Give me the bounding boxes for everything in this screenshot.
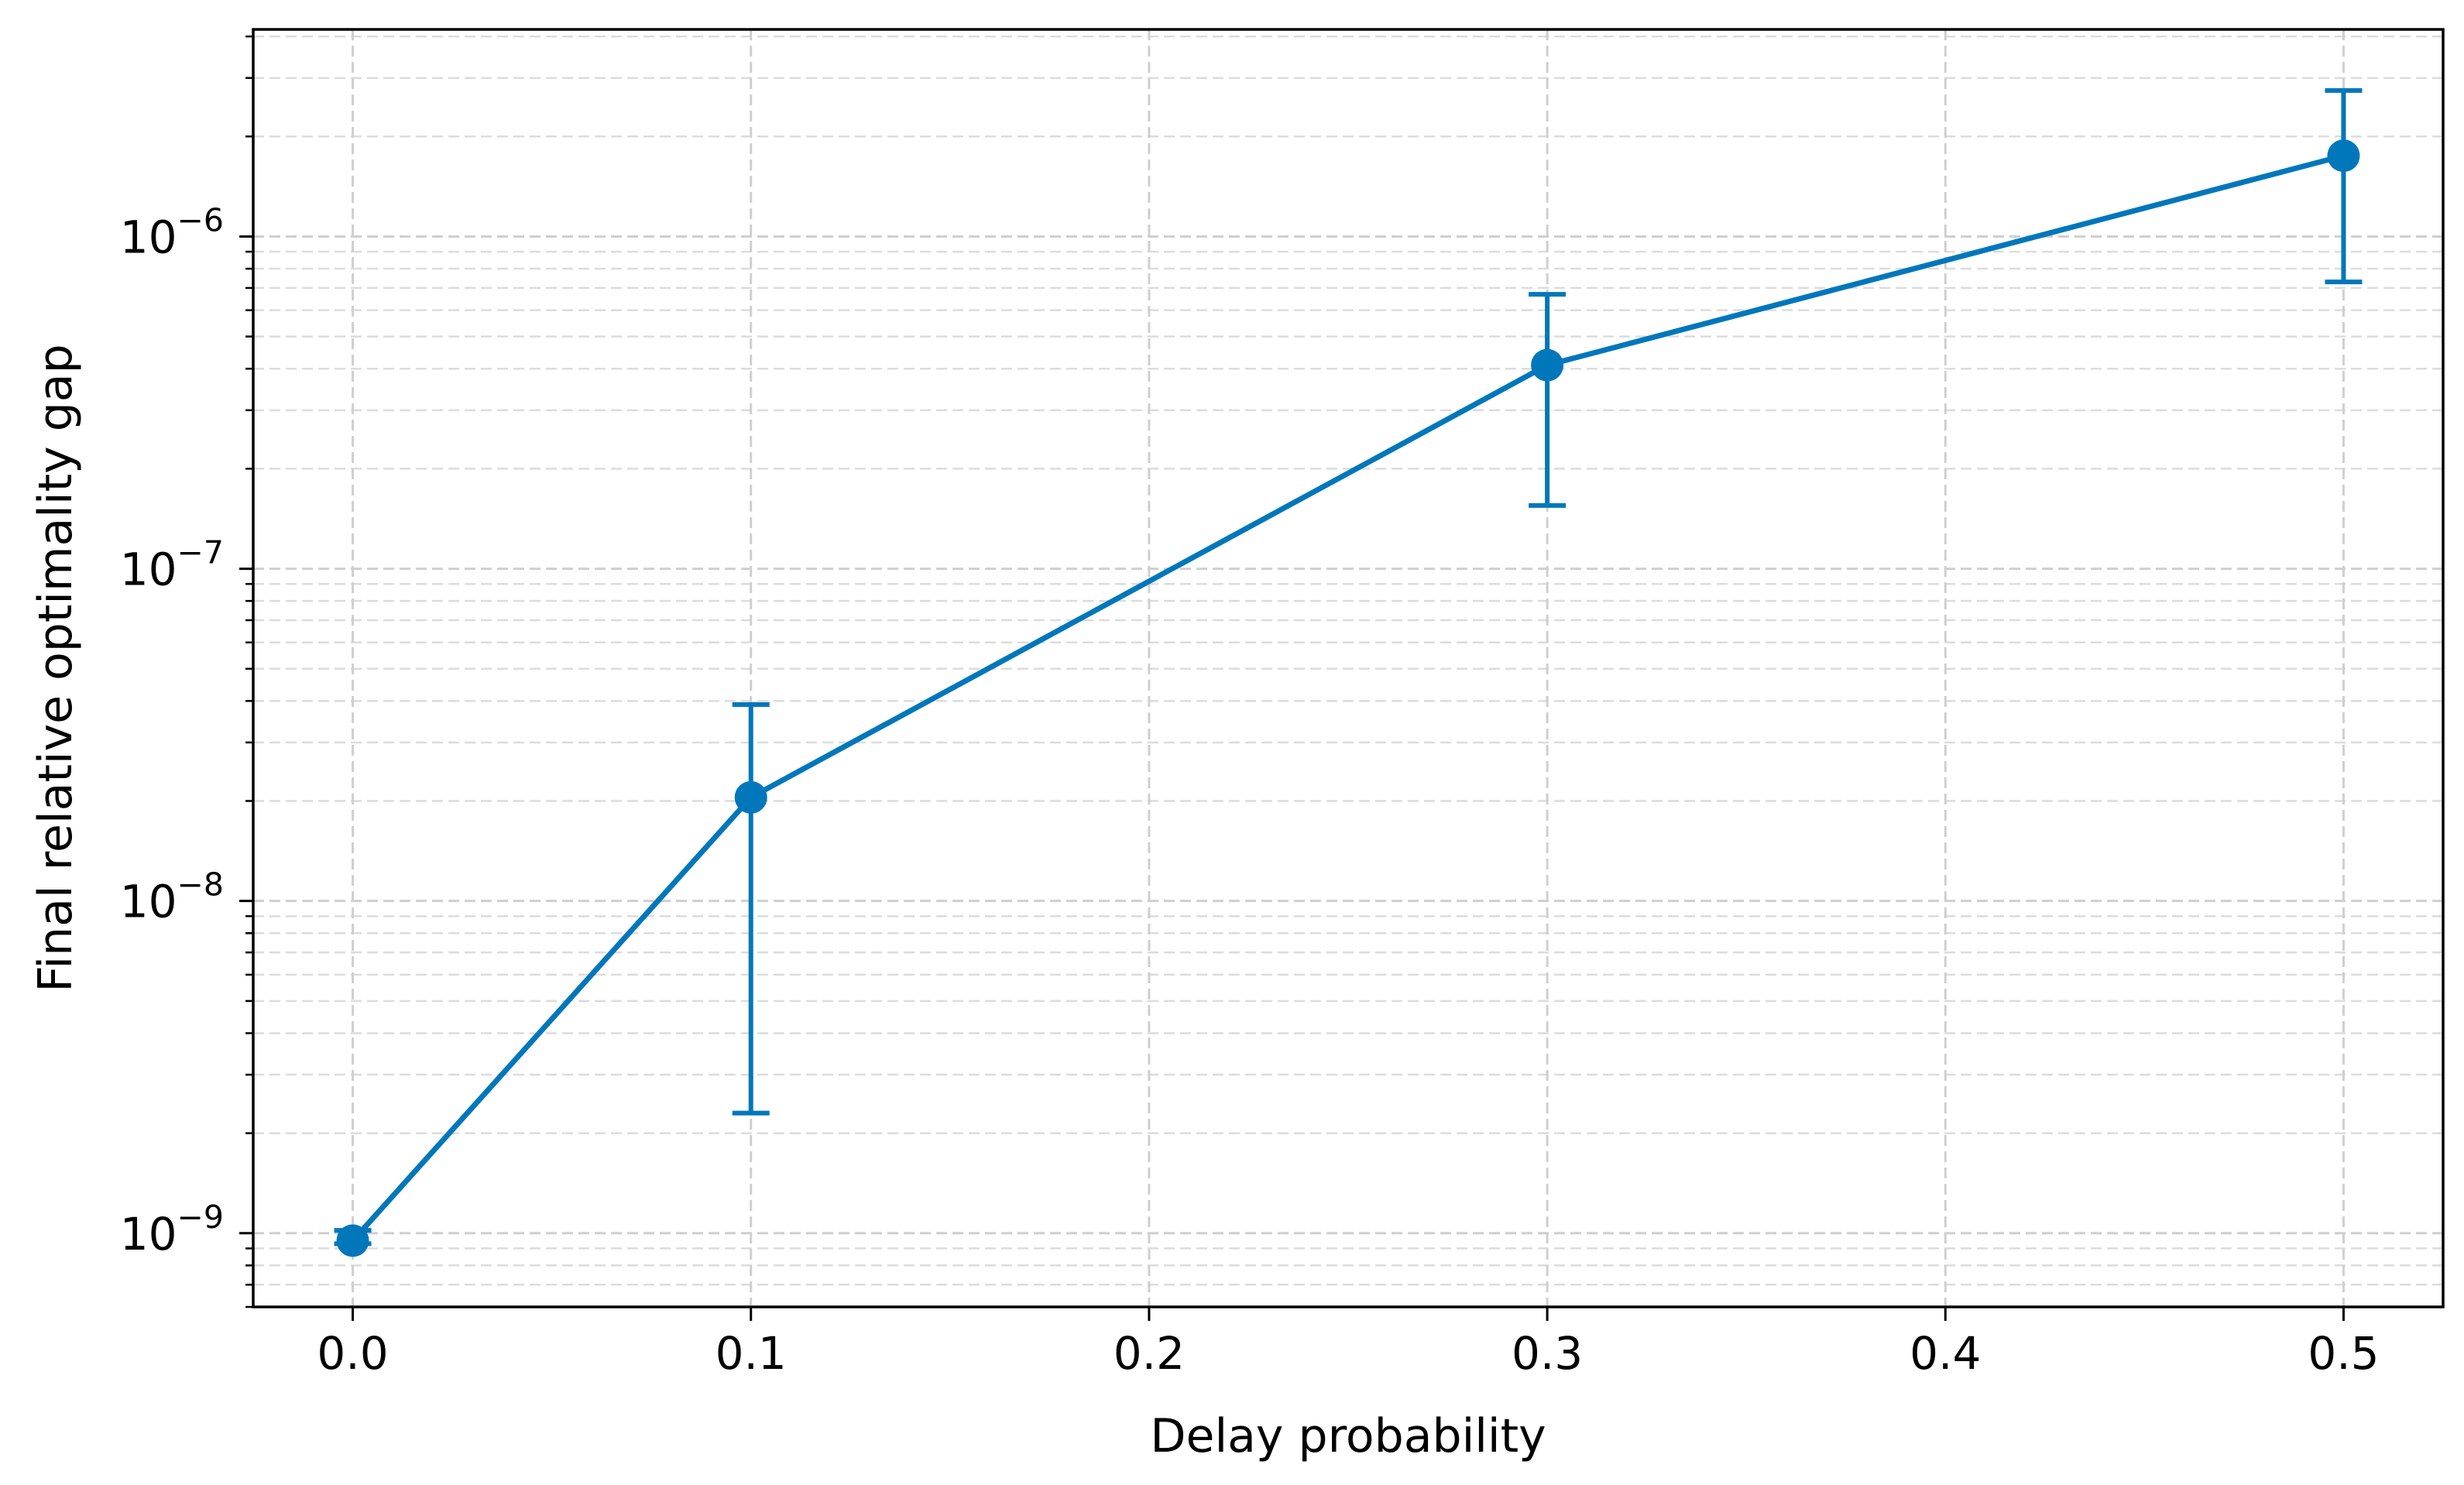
data-point xyxy=(1531,348,1564,382)
series-layer xyxy=(334,87,2363,1257)
data-point xyxy=(2327,139,2360,173)
y-tick-label-exponent: −8 xyxy=(177,866,224,904)
x-tick-label: 0.4 xyxy=(1910,1327,1981,1380)
ticks-layer: 10−910−810−710−60.0 0.1 0.2 0.3 0.4 0.5 xyxy=(120,35,2380,1380)
y-tick-label-base: 10 xyxy=(120,1208,177,1260)
y-tick-label: 10−9 xyxy=(120,1199,224,1260)
x-tick-label: 0.1 xyxy=(716,1327,787,1380)
y-tick-label-exponent: −7 xyxy=(177,534,224,571)
y-tick-label-base: 10 xyxy=(120,544,177,596)
y-tick-label: 10−7 xyxy=(120,534,224,596)
grid-layer xyxy=(253,29,2443,1308)
x-tick-label: 0.5 xyxy=(2308,1327,2379,1380)
x-tick-label: 0.2 xyxy=(1114,1327,1185,1380)
data-point xyxy=(336,1224,369,1257)
y-tick-label-exponent: −6 xyxy=(177,201,224,238)
y-tick-label-base: 10 xyxy=(120,876,177,928)
y-tick-label: 10−6 xyxy=(120,201,224,263)
x-tick-label: 0.0 xyxy=(317,1327,388,1380)
y-tick-label: 10−8 xyxy=(120,866,224,928)
y-tick-label-exponent: −9 xyxy=(177,1199,224,1236)
data-point xyxy=(734,780,767,814)
x-axis-label: Delay probability xyxy=(1150,1409,1546,1463)
y-axis-label: Final relative optimality gap xyxy=(29,344,83,992)
y-tick-label-base: 10 xyxy=(120,211,177,263)
x-tick-label: 0.3 xyxy=(1512,1327,1583,1380)
series-line xyxy=(350,153,2345,1243)
